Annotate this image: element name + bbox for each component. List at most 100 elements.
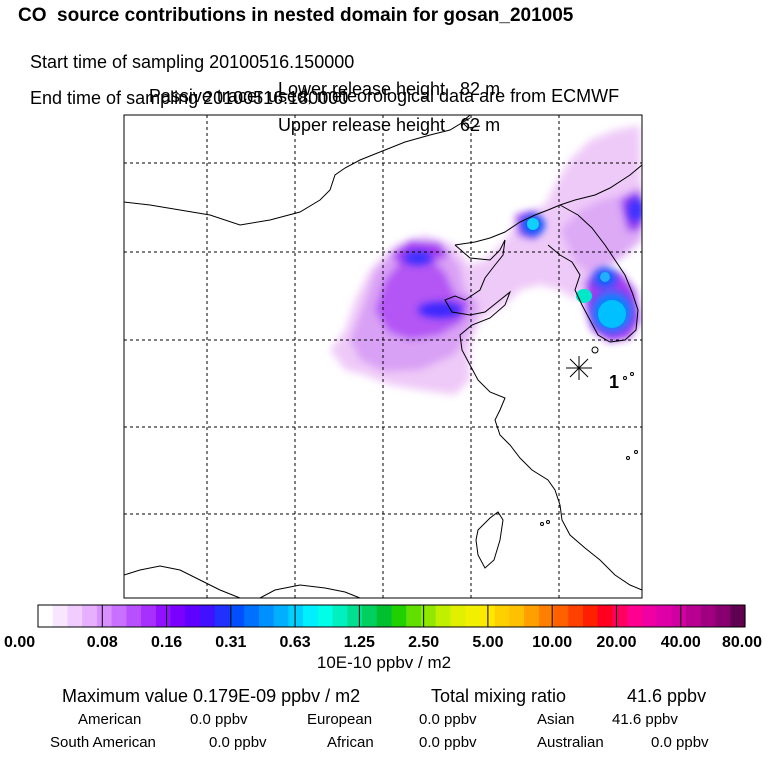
colorbar-tick-label: 0.63 — [280, 634, 311, 651]
tracer-note: Passive tracer used, meteorological data… — [148, 86, 620, 106]
colorbar-tick-label: 0.31 — [215, 634, 246, 651]
colorbar-swatch — [641, 605, 658, 627]
colorbar-swatch — [155, 605, 172, 627]
bohai-coast — [444, 239, 642, 591]
chart-title: CO source contributions in nested domain… — [18, 5, 574, 26]
south-american-label: South American — [50, 734, 156, 751]
hotspot-pyongyang-cyan — [527, 218, 539, 230]
colorbar-tick-labels: 0.00 0.08 0.16 0.31 0.63 1.25 2.50 5.00 10.00 20.… — [4, 634, 762, 651]
china-korea-border — [454, 164, 642, 246]
plot-frame — [123, 114, 643, 599]
colorbar — [37, 604, 746, 628]
colorbar-swatch — [82, 605, 98, 627]
american-label: American — [78, 711, 142, 728]
colorbar-swatch — [244, 605, 260, 627]
colorbar-swatch — [656, 605, 672, 627]
total-mixing-label: Total mixing ratio — [431, 686, 567, 706]
receptor-label: 1 — [609, 372, 619, 392]
colorbar-tick-label: 0.16 — [151, 634, 182, 651]
colorbar-swatch — [406, 605, 422, 627]
colorbar-swatch — [582, 605, 599, 627]
hotspot-korea-cyan — [598, 300, 626, 328]
colorbar-unit-label: 10E-10 ppbv / m2 — [316, 653, 452, 672]
islet-4 — [634, 450, 638, 454]
asian-value: 41.6 ppbv — [612, 711, 678, 728]
upper-release-label: Upper release height 62 m — [277, 115, 501, 135]
colorbar-swatch — [52, 605, 69, 627]
colorbar-frame — [37, 604, 746, 628]
colorbar-swatch — [126, 605, 142, 627]
china-mongolia-border — [124, 117, 471, 226]
colorbar-swatch — [538, 605, 555, 627]
korea-east-coast — [559, 204, 639, 343]
south-american-value: 0.0 ppbv — [209, 734, 267, 751]
colorbar-swatch — [96, 605, 113, 627]
colorbar-swatch — [200, 605, 216, 627]
colorbar-swatch — [627, 605, 643, 627]
max-value-label: Maximum value 0.179E-09 ppbv / m2 — [62, 686, 361, 706]
colorbar-swatch — [38, 605, 54, 627]
china-russia-border — [461, 115, 481, 129]
asian-label: Asian — [537, 711, 575, 728]
colorbar-swatch — [686, 605, 702, 627]
colorbar-swatch — [435, 605, 452, 627]
hotspot-seoul-cyan — [600, 272, 610, 282]
colorbar-swatch — [671, 605, 687, 627]
hainan-region-border — [124, 565, 241, 598]
colorbar-tick-label: 1.25 — [344, 634, 375, 651]
colorbar-swatch — [332, 605, 348, 627]
african-label: African — [327, 734, 374, 751]
colorbar-swatch — [67, 605, 83, 627]
coastlines — [124, 115, 642, 598]
colorbar-swatch — [288, 605, 304, 627]
colorbar-swatch — [700, 605, 717, 627]
colorbar-swatch — [494, 605, 510, 627]
european-value: 0.0 ppbv — [419, 711, 477, 728]
colorbar-swatch — [376, 605, 393, 627]
colorbar-swatch — [273, 605, 289, 627]
colorbar-swatch — [450, 605, 466, 627]
colorbar-swatch — [553, 605, 569, 627]
colorbar-swatch — [362, 605, 378, 627]
colorbar-swatch — [258, 605, 275, 627]
colorbar-swatch — [391, 605, 407, 627]
islet-6 — [546, 520, 550, 524]
islet-1 — [623, 376, 627, 380]
korea-west-coast — [547, 244, 611, 343]
colorbar-swatch — [612, 605, 628, 627]
hotspot-ne — [628, 198, 642, 222]
american-value: 0.0 ppbv — [190, 711, 248, 728]
colorbar-tick-label: 10.00 — [532, 634, 572, 651]
lower-release-label: Lower release height 82 m — [277, 79, 501, 99]
colorbar-swatch — [568, 605, 584, 627]
colorbar-swatch — [111, 605, 127, 627]
colorbar-swatch — [317, 605, 334, 627]
receptor-marker — [566, 356, 592, 380]
colorbar-tick-label: 40.00 — [661, 634, 701, 651]
colorbar-swatch — [170, 605, 186, 627]
lat-lon-grid — [124, 115, 642, 598]
total-mixing-value: 41.6 ppbv — [627, 686, 707, 706]
colorbar-swatch — [141, 605, 157, 627]
colorbar-swatch — [303, 605, 319, 627]
islet-3 — [626, 456, 630, 460]
colorbar-swatch — [347, 605, 363, 627]
colorbar-swatch — [214, 605, 231, 627]
colorbar-tick-label: 2.50 — [408, 634, 439, 651]
colorbar-swatch — [509, 605, 525, 627]
vietnam-border — [259, 584, 361, 598]
colorbar-tick-label: 20.00 — [596, 634, 636, 651]
colorbar-swatch — [524, 605, 540, 627]
colorbar-swatch — [229, 605, 245, 627]
start-time-label: Start time of sampling 20100516.150000 — [30, 52, 355, 72]
plume-core-bohai — [375, 258, 470, 340]
colorbar-swatch — [715, 605, 731, 627]
islet-5 — [540, 522, 544, 526]
australian-label: Australian — [537, 734, 604, 751]
colorbar-swatch — [730, 605, 746, 627]
colorbar-swatch — [465, 605, 481, 627]
islet-2 — [630, 372, 634, 376]
colorbar-tick-label: 0.00 — [4, 634, 35, 651]
african-value: 0.0 ppbv — [419, 734, 477, 751]
